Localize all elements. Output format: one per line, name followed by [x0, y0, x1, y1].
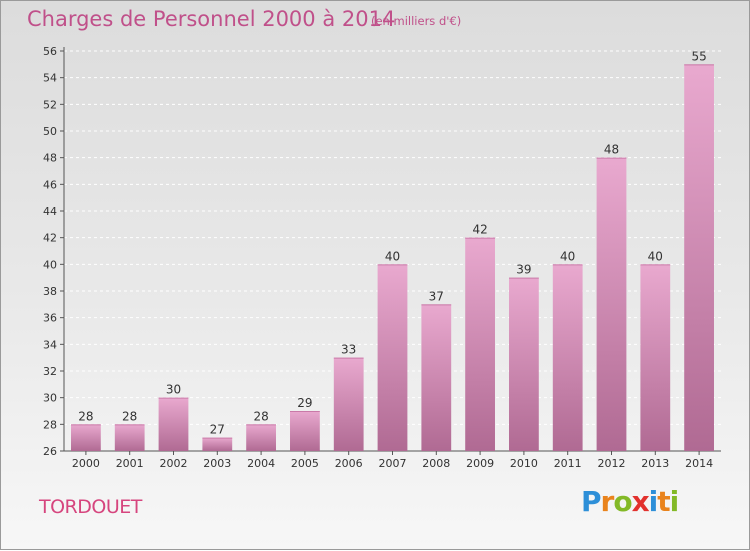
bar	[596, 157, 627, 451]
y-tick-label: 48	[43, 152, 57, 165]
city-name: TORDOUET	[39, 496, 142, 518]
data-label: 55	[691, 49, 706, 63]
y-tick-label: 50	[43, 125, 57, 138]
x-tick-label: 2004	[247, 457, 275, 470]
x-tick-label: 2007	[379, 457, 407, 470]
y-tick-label: 52	[43, 98, 57, 111]
bar	[114, 424, 145, 451]
y-tick-label: 44	[43, 205, 57, 218]
y-tick-label: 54	[43, 72, 57, 85]
bar	[552, 264, 583, 451]
bar	[684, 64, 714, 452]
x-tick-label: 2002	[160, 457, 188, 470]
data-label: 27	[210, 423, 225, 437]
data-label: 28	[253, 409, 268, 423]
logo-letter: t	[657, 485, 670, 518]
bar	[246, 424, 276, 451]
x-tick-label: 2014	[685, 457, 713, 470]
bar	[465, 237, 495, 451]
bar	[71, 424, 101, 451]
x-tick-label: 2003	[203, 457, 231, 470]
data-label: 28	[122, 409, 137, 423]
y-tick-label: 40	[43, 258, 57, 271]
data-label: 29	[297, 396, 312, 410]
x-tick-label: 2013	[641, 457, 669, 470]
y-tick-labels: 26 28 30 32 34 36 38 40 42 44 46 48 50 52 54 56	[43, 45, 64, 458]
data-label: 40	[560, 249, 575, 263]
data-label: 42	[472, 223, 487, 237]
y-tick-label: 38	[43, 285, 57, 298]
bar	[333, 357, 364, 451]
y-tick-label: 30	[43, 392, 57, 405]
x-tick-label: 2000	[72, 457, 100, 470]
x-tick-label: 2005	[291, 457, 319, 470]
y-tick-label: 36	[43, 312, 57, 325]
x-tick-label: 2009	[466, 457, 494, 470]
bar	[158, 397, 189, 451]
bars	[71, 64, 714, 452]
x-tick-labels: 2000 2001 2002 2003 2004 2005 2006 2007 2008 2009…	[72, 451, 713, 470]
x-tick-label: 2010	[510, 457, 538, 470]
y-tick-label: 56	[43, 45, 57, 58]
chart-title: Charges de Personnel 2000 à 2014	[27, 7, 396, 31]
bar	[377, 264, 408, 451]
bar	[421, 304, 452, 451]
bar	[640, 264, 671, 451]
logo-letter: i	[648, 485, 659, 518]
logo-letter: o	[613, 485, 632, 518]
logo-letter: i	[669, 485, 680, 518]
data-label: 39	[516, 263, 531, 277]
logo-letter: r	[600, 485, 615, 518]
data-labels: 28 28 30 27 28 29 33 40 37 42 39 40 48 40 55	[78, 49, 706, 436]
y-tick-label: 42	[43, 232, 57, 245]
data-label: 37	[429, 289, 444, 303]
y-tick-label: 34	[43, 338, 57, 351]
y-tick-label: 26	[43, 445, 57, 458]
y-tick-label: 32	[43, 365, 57, 378]
x-tick-label: 2011	[554, 457, 582, 470]
y-tick-label: 28	[43, 418, 57, 431]
x-tick-label: 2006	[335, 457, 363, 470]
proxiti-logo: Proxiti	[581, 485, 680, 518]
data-label: 33	[341, 343, 356, 357]
data-label: 48	[604, 143, 619, 157]
bar	[290, 411, 320, 451]
chart-subtitle: (en milliers d'€)	[371, 14, 462, 28]
data-label: 40	[648, 249, 663, 263]
bar	[202, 437, 233, 451]
logo-letter: x	[631, 485, 650, 518]
x-tick-label: 2001	[116, 457, 144, 470]
y-tick-label: 46	[43, 178, 57, 191]
data-label: 40	[385, 249, 400, 263]
bar	[509, 277, 539, 451]
x-tick-label: 2008	[422, 457, 450, 470]
x-tick-label: 2012	[598, 457, 626, 470]
data-label: 30	[166, 383, 181, 397]
data-label: 28	[78, 409, 93, 423]
logo-letter: P	[581, 485, 602, 518]
